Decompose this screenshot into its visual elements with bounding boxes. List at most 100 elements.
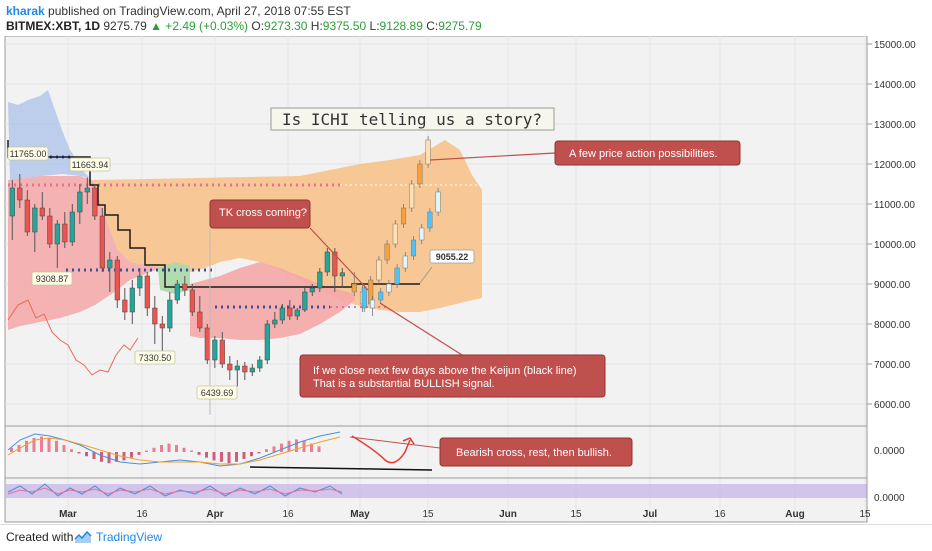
- y-tick-label: 13000.00: [874, 120, 916, 131]
- candle-body: [84, 187, 90, 193]
- x-tick-label: 15: [422, 509, 434, 520]
- note-tk-cross-text: TK cross coming?: [219, 207, 307, 219]
- candle-body: [9, 187, 15, 217]
- candle-body: [159, 323, 165, 329]
- label-9055-pointer: [419, 266, 433, 284]
- macd-bearish-curve: [351, 435, 411, 464]
- candle-body: [129, 287, 135, 313]
- candle-body: [24, 199, 30, 233]
- projected-candle-body: [427, 211, 433, 229]
- macd-bar: [145, 450, 148, 452]
- macd-bar: [100, 452, 103, 462]
- candle-body: [264, 323, 270, 361]
- projected-candle-body: [402, 255, 408, 269]
- macd-trend-line: [249, 466, 433, 471]
- macd-bar: [197, 452, 201, 455]
- x-tick-label: May: [350, 509, 370, 520]
- macd-bar: [175, 445, 178, 452]
- note-bullish-line1: If we close next few days above the Keij…: [313, 365, 577, 377]
- candle-body: [227, 363, 233, 371]
- y-tick-label: 6000.00: [874, 400, 911, 411]
- candle-body: [99, 215, 105, 269]
- macd-bar: [227, 452, 231, 464]
- candle-body: [182, 283, 188, 291]
- low-label: L:: [369, 19, 380, 33]
- macd-bar: [107, 452, 111, 464]
- macd-bar: [32, 438, 36, 452]
- projected-candle-body: [417, 163, 423, 185]
- candle-body: [309, 287, 315, 293]
- price-label-9308.87: 9308.87: [36, 274, 69, 284]
- candle-body: [189, 289, 195, 313]
- projected-candle-body: [419, 227, 425, 241]
- note-macd-text: Bearish cross, rest, then bullish.: [456, 447, 612, 459]
- kijun-sen-line: [7, 140, 420, 288]
- macd-bar: [235, 452, 238, 462]
- price-label-6439.69: 6439.69: [201, 388, 234, 398]
- footer: Created with TradingView: [0, 524, 932, 551]
- macd-histogram: [10, 436, 321, 464]
- macd-bar: [242, 452, 246, 459]
- author-link[interactable]: kharak: [6, 4, 45, 18]
- candlesticks: [9, 174, 345, 387]
- x-tick-label: Apr: [206, 509, 223, 520]
- price-label-11765.00: 11765.00: [10, 149, 47, 159]
- possibilities-arrow: [429, 152, 556, 161]
- price-label-11663.94: 11663.94: [72, 160, 109, 170]
- candle-body: [219, 339, 225, 365]
- macd-bar: [160, 445, 163, 452]
- price-label-7330.50: 7330.50: [139, 353, 172, 363]
- stoch-band: [5, 484, 867, 498]
- price-label-box: [31, 271, 73, 286]
- macd-tick-label: 0.0000: [874, 446, 905, 457]
- macd-bar: [265, 449, 268, 452]
- projected-candle-body: [361, 287, 367, 309]
- projected-candle-body: [409, 183, 415, 209]
- price-label-box: [69, 157, 111, 172]
- note-tk-cross-box: [209, 199, 311, 229]
- x-tick-label: 16: [136, 509, 148, 520]
- macd-bar: [272, 446, 276, 452]
- candle-body: [324, 251, 330, 273]
- y-tick-label: 7000.00: [874, 360, 911, 371]
- open-value: 9273.30: [264, 19, 308, 33]
- projected-candle-body: [386, 283, 392, 293]
- candle-body: [294, 309, 300, 317]
- macd-signal-line: [7, 436, 341, 465]
- macd-bar: [55, 440, 58, 452]
- macd-bar: [310, 443, 313, 452]
- open-label: O:: [251, 19, 265, 33]
- macd-bar: [257, 452, 261, 454]
- projected-candle-body: [376, 259, 382, 281]
- y-tick-label: 9000.00: [874, 280, 911, 291]
- macd-bar: [122, 452, 126, 461]
- price-axis: 15000.00 14000.00 13000.00 12000.00 11000.00…: [867, 40, 916, 411]
- candle-body: [234, 365, 240, 371]
- y-tick-label: 11000.00: [874, 200, 915, 211]
- chart-title: Is ICHI telling us a story?: [282, 110, 542, 129]
- projected-candle-body: [410, 239, 417, 257]
- macd-bar: [280, 443, 283, 452]
- candle-body: [92, 187, 98, 217]
- tradingview-brand[interactable]: TradingView: [96, 530, 163, 544]
- candle-body: [114, 259, 120, 301]
- y-tick-label: 12000.00: [874, 160, 916, 171]
- chikou-span-line: [7, 299, 139, 376]
- candle-body: [152, 307, 158, 325]
- kumo-red-cloud-right: [190, 262, 355, 340]
- candle-body: [32, 207, 38, 233]
- candle-body: [317, 271, 323, 289]
- symbol-label: BITMEX:XBT, 1D: [6, 19, 101, 33]
- macd-bar: [295, 439, 298, 452]
- macd-bar: [10, 447, 13, 452]
- macd-bar: [25, 440, 28, 452]
- price-chart[interactable]: 11765.00 11663.94 9308.87 7330.50 6439.69 905…: [0, 36, 932, 524]
- candle-body: [279, 307, 285, 321]
- x-tick-label: Mar: [59, 509, 77, 520]
- macd-bar: [317, 446, 321, 452]
- candle-body: [287, 307, 293, 317]
- price-label-9055.22: 9055.22: [436, 252, 469, 262]
- macd-bar: [70, 449, 73, 452]
- price-label-box: [196, 385, 238, 400]
- projected-candle-body: [384, 243, 390, 261]
